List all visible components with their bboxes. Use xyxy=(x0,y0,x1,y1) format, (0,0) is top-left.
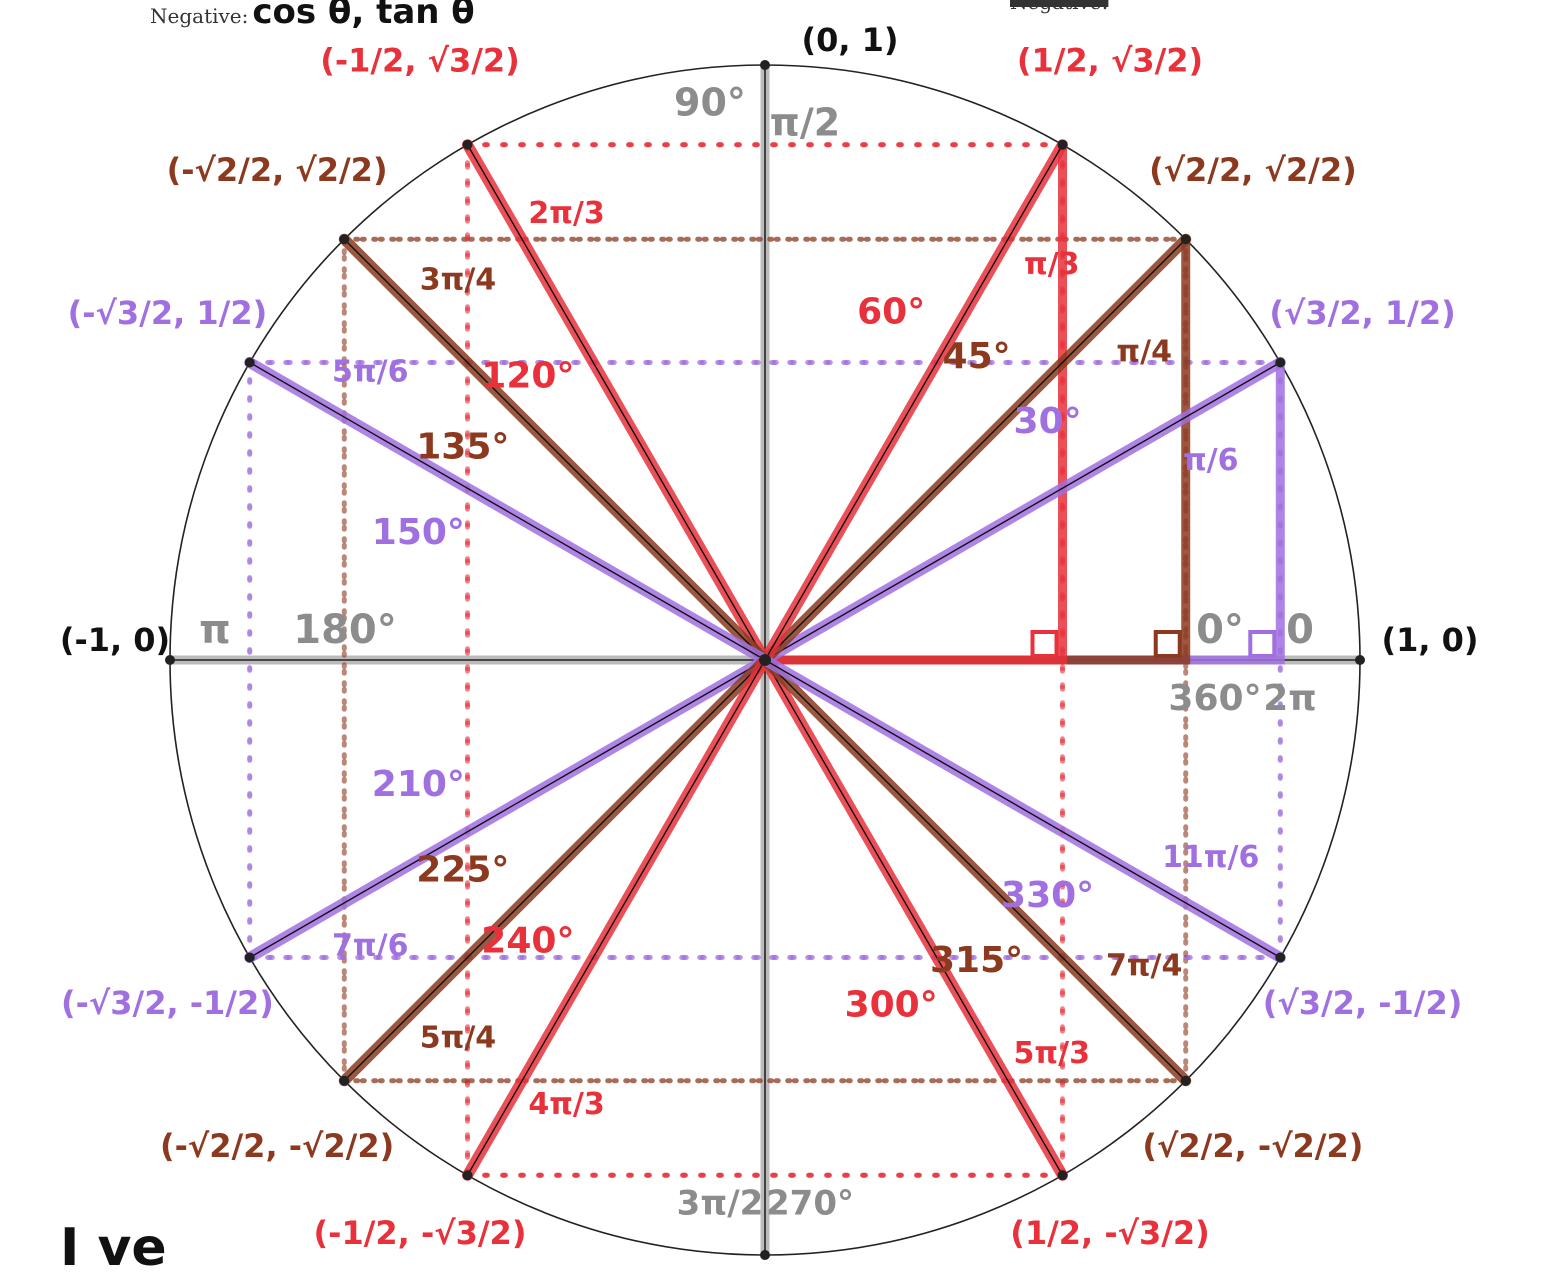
right-angle-mark-p60 xyxy=(1030,630,1059,658)
right-angle-mark-p45 xyxy=(1153,630,1182,658)
radian-label-p330: 11π/6 xyxy=(1162,840,1259,875)
right-angle-mark-p30 xyxy=(1248,630,1277,658)
radian-label-p30: π/6 xyxy=(1183,443,1239,478)
radian-label-p150: 5π/6 xyxy=(332,355,408,390)
radian-label-p210: 7π/6 xyxy=(332,928,408,963)
degree-label-p180: 180° xyxy=(293,607,397,653)
point-p270 xyxy=(760,1250,770,1260)
radian-label-p180: π xyxy=(199,607,231,653)
point-p180 xyxy=(165,655,175,665)
radius-p120 xyxy=(466,144,766,661)
radian-label-p0: 0 xyxy=(1286,607,1314,653)
point-p120 xyxy=(462,139,473,150)
origin-point xyxy=(759,654,771,666)
radian-alt-label-p0: 2π xyxy=(1263,678,1317,719)
header-right-label: Negative: xyxy=(1010,0,1109,14)
footer-scribble: I ve xyxy=(60,1218,167,1278)
degree-label-p210: 210° xyxy=(372,764,465,805)
radius-p240 xyxy=(466,659,766,1176)
point-p225 xyxy=(339,1075,350,1086)
degree-label-p270: 270° xyxy=(766,1184,854,1224)
point-p135 xyxy=(339,234,350,245)
radian-label-p120: 2π/3 xyxy=(528,196,604,231)
radius-p30 xyxy=(764,361,1281,661)
coordinate-label-p240: (-1/2, -√3/2) xyxy=(314,1214,527,1252)
point-p150 xyxy=(244,357,255,368)
header-right: Negative: xyxy=(1010,0,1108,14)
coordinate-label-p30: (√3/2, 1/2) xyxy=(1269,294,1455,332)
point-p330 xyxy=(1275,952,1286,963)
radius-p135 xyxy=(343,238,766,661)
degree-alt-label-p0: 360° xyxy=(1168,678,1261,719)
header-left: Negative: cos θ, tan θ xyxy=(150,0,475,32)
radius-p45 xyxy=(764,238,1187,661)
degree-label-p300: 300° xyxy=(845,985,938,1026)
degree-label-p45: 45° xyxy=(943,336,1011,377)
radian-label-p315: 7π/4 xyxy=(1106,949,1182,984)
degree-label-p135: 135° xyxy=(416,426,509,467)
radian-label-p45: π/4 xyxy=(1116,334,1172,369)
degree-label-p150: 150° xyxy=(372,512,465,553)
radian-label-p90: π/2 xyxy=(770,101,840,145)
radius-p315 xyxy=(764,659,1187,1082)
radius-p150 xyxy=(249,361,766,661)
radian-label-p270: 3π/2 xyxy=(677,1184,764,1224)
coordinate-label-p330: (√3/2, -1/2) xyxy=(1263,984,1463,1022)
radius-p330 xyxy=(764,659,1281,959)
coordinate-label-p120: (-1/2, √3/2) xyxy=(320,41,520,79)
point-p240 xyxy=(462,1170,473,1181)
coordinate-label-p315: (√2/2, -√2/2) xyxy=(1142,1127,1363,1165)
degree-label-p225: 225° xyxy=(416,850,509,891)
degree-label-p90: 90° xyxy=(674,81,746,125)
point-p90 xyxy=(760,60,770,70)
coordinate-label-p90: (0, 1) xyxy=(801,21,898,59)
point-p315 xyxy=(1180,1075,1191,1086)
degree-label-p60: 60° xyxy=(857,291,925,332)
point-p60 xyxy=(1057,139,1068,150)
coordinate-label-p135: (-√2/2, √2/2) xyxy=(167,151,388,189)
degree-label-p330: 330° xyxy=(1001,875,1094,916)
coordinate-label-p45: (√2/2, √2/2) xyxy=(1149,151,1357,189)
degree-label-p30: 30° xyxy=(1014,401,1082,442)
degree-label-p240: 240° xyxy=(481,921,574,962)
coordinate-label-p180: (-1, 0) xyxy=(60,621,170,659)
radius-p300 xyxy=(764,659,1064,1176)
radian-label-p60: π/3 xyxy=(1024,247,1080,282)
point-p30 xyxy=(1275,357,1286,368)
degree-label-p315: 315° xyxy=(930,940,1023,981)
header-left-value: cos θ, tan θ xyxy=(252,0,475,32)
coordinate-label-p60: (1/2, √3/2) xyxy=(1017,41,1203,79)
header-left-label: Negative: xyxy=(150,4,249,28)
reference-triangle-p60 xyxy=(765,144,1067,665)
radius-p60 xyxy=(764,144,1064,661)
radian-label-p240: 4π/3 xyxy=(528,1087,604,1122)
radius-p210 xyxy=(249,659,766,959)
degree-label-p0: 0° xyxy=(1196,607,1244,653)
point-p0 xyxy=(1355,655,1365,665)
point-p45 xyxy=(1180,234,1191,245)
point-p210 xyxy=(244,952,255,963)
degree-label-p120: 120° xyxy=(481,355,574,396)
coordinate-label-p150: (-√3/2, 1/2) xyxy=(68,294,268,332)
coordinate-label-p0: (1, 0) xyxy=(1381,621,1478,659)
radian-label-p300: 5π/3 xyxy=(1014,1036,1090,1071)
radian-label-p135: 3π/4 xyxy=(420,262,496,297)
coordinate-label-p225: (-√2/2, -√2/2) xyxy=(160,1127,394,1165)
coordinate-label-p300: (1/2, -√3/2) xyxy=(1010,1214,1210,1252)
point-p300 xyxy=(1057,1170,1068,1181)
radian-label-p225: 5π/4 xyxy=(420,1021,496,1056)
coordinate-label-p210: (-√3/2, -1/2) xyxy=(61,984,274,1022)
radius-p225 xyxy=(343,659,766,1082)
